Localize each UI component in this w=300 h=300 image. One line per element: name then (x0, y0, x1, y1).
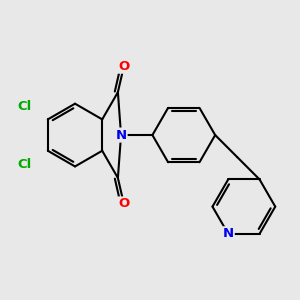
Text: O: O (118, 197, 130, 210)
Text: Cl: Cl (18, 158, 32, 171)
Text: Cl: Cl (18, 100, 32, 112)
Text: N: N (223, 227, 234, 240)
Text: O: O (118, 60, 130, 73)
Text: N: N (116, 129, 127, 142)
